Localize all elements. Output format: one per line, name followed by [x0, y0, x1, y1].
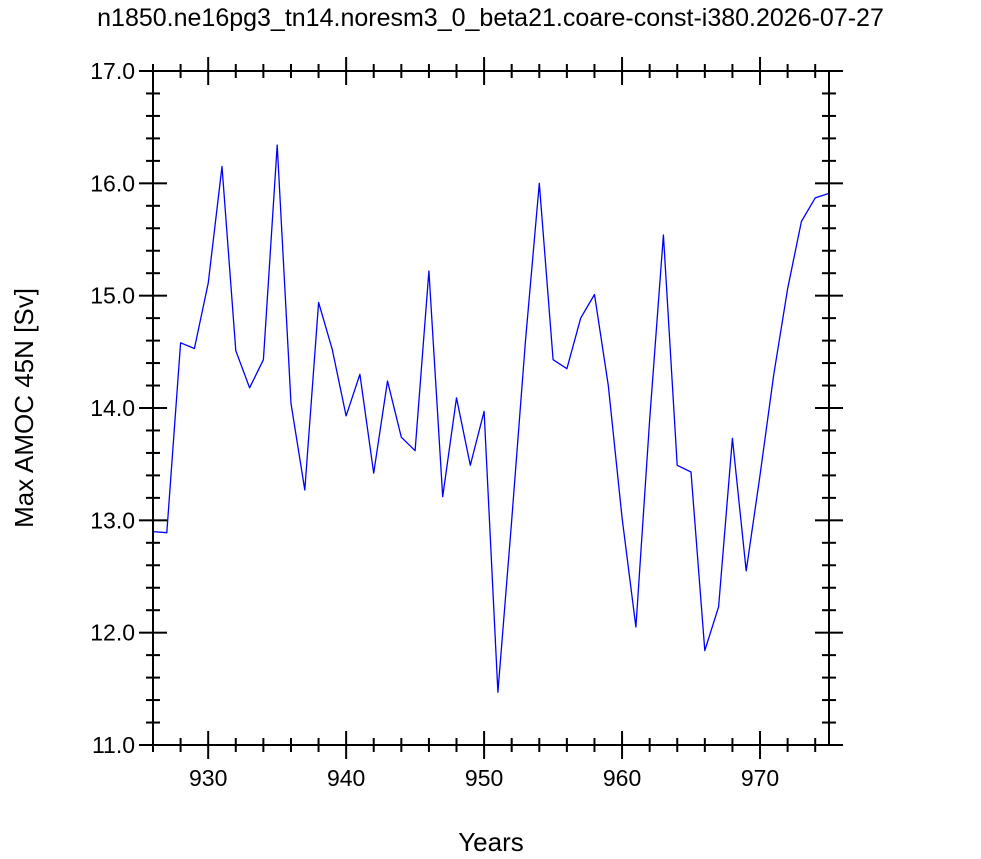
series-line — [152, 144, 830, 693]
y-tick-label: 13.0 — [90, 507, 135, 533]
x-tick-label: 940 — [327, 765, 365, 791]
x-tick-label: 960 — [603, 765, 641, 791]
tick-marks — [139, 57, 843, 759]
x-tick-label: 950 — [465, 765, 503, 791]
y-tick-label: 16.0 — [90, 170, 135, 196]
y-tick-label: 12.0 — [90, 620, 135, 646]
y-tick-label: 11.0 — [92, 732, 135, 758]
y-axis-title: Max AMOC 45N [Sv] — [9, 288, 39, 528]
plot-frame — [152, 70, 830, 746]
y-tick-label: 14.0 — [90, 395, 135, 421]
tick-labels: 930 940 950 960 970 11.0 12.0 13.0 14.0 15.0 16.0 1… — [90, 58, 779, 791]
series-layer — [152, 144, 830, 693]
x-axis-title: Years — [458, 827, 524, 857]
y-tick-label: 15.0 — [90, 283, 135, 309]
x-tick-label: 970 — [741, 765, 779, 791]
chart-title: n1850.ne16pg3_tn14.noresm3_0_beta21.coar… — [97, 4, 884, 32]
x-tick-label: 930 — [189, 765, 227, 791]
y-tick-label: 17.0 — [90, 58, 135, 84]
